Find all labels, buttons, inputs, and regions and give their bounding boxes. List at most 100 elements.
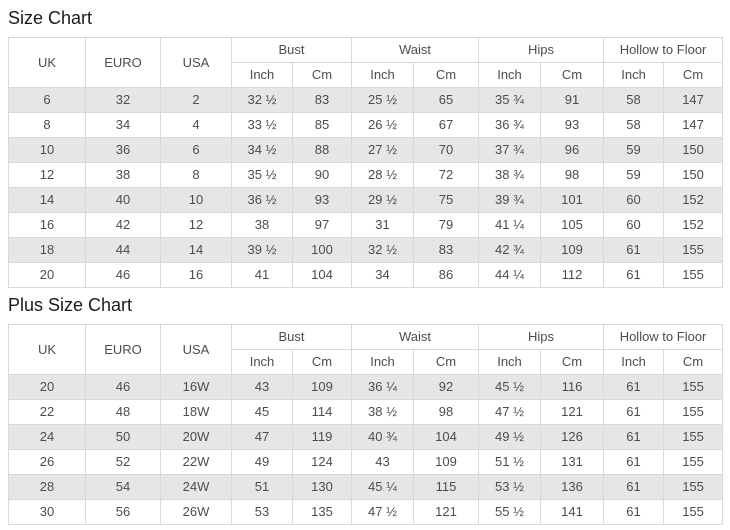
table-cell: 72	[413, 162, 480, 188]
header-hollow-to-floor: Hollow to Floor	[603, 324, 724, 350]
table-cell: 96	[540, 137, 605, 163]
table-row: 24 50 20W 47 119 40 ¾ 104 49 ½ 126 61 155	[8, 424, 724, 450]
table-cell: 22W	[160, 449, 232, 475]
table-cell: 46	[85, 262, 161, 288]
header-waist: Waist	[351, 324, 480, 350]
table-cell: 45 ½	[478, 374, 542, 400]
header-waist-cm: Cm	[413, 349, 480, 375]
table-cell: 124	[291, 449, 353, 475]
table-cell: 100	[291, 237, 353, 263]
header-bust: Bust	[230, 37, 353, 63]
table-cell: 53 ½	[478, 474, 542, 500]
header-euro: EURO	[85, 37, 161, 88]
table-cell: 41	[231, 262, 293, 288]
table-cell: 45 ¼	[351, 474, 415, 500]
table-cell: 79	[413, 212, 480, 238]
header-usa: USA	[160, 37, 232, 88]
table-cell: 147	[663, 112, 724, 138]
header-waist-inch: Inch	[351, 349, 415, 375]
table-cell: 155	[663, 424, 724, 450]
table-cell: 12	[160, 212, 232, 238]
table-cell: 55 ½	[478, 499, 542, 525]
table-cell: 43	[351, 449, 415, 475]
table-cell: 47	[231, 424, 293, 450]
table-cell: 155	[663, 474, 724, 500]
table-cell: 116	[540, 374, 605, 400]
table-cell: 36 ¼	[351, 374, 415, 400]
table-cell: 8	[160, 162, 232, 188]
plus-size-chart-table: UK EURO USA Bust Waist Hips Hollow to Fl…	[8, 324, 724, 525]
table-row: 22 48 18W 45 114 38 ½ 98 47 ½ 121 61 155	[8, 399, 724, 425]
header-bust-inch: Inch	[231, 349, 293, 375]
table-cell: 104	[413, 424, 480, 450]
table-cell: 109	[291, 374, 353, 400]
table-cell: 37 ¾	[478, 137, 542, 163]
table-cell: 33 ½	[231, 112, 293, 138]
table-cell: 52	[85, 449, 161, 475]
table-cell: 40 ¾	[351, 424, 415, 450]
table-cell: 88	[291, 137, 353, 163]
table-cell: 28 ½	[351, 162, 415, 188]
table-cell: 36 ¾	[478, 112, 542, 138]
table-cell: 54	[85, 474, 161, 500]
table-cell: 43	[231, 374, 293, 400]
table-cell: 61	[603, 449, 665, 475]
table-row: 30 56 26W 53 135 47 ½ 121 55 ½ 141 61 155	[8, 499, 724, 525]
table-cell: 98	[413, 399, 480, 425]
table-cell: 152	[663, 212, 724, 238]
table-cell: 18W	[160, 399, 232, 425]
table-cell: 32	[85, 87, 161, 113]
header-unit-row: Inch Cm Inch Cm Inch Cm Inch Cm	[9, 62, 724, 88]
table-row: 26 52 22W 49 124 43 109 51 ½ 131 61 155	[8, 449, 724, 475]
table-row: 20 46 16 41 104 34 86 44 ¼ 112 61 155	[8, 262, 724, 288]
table-cell: 49	[231, 449, 293, 475]
table-cell: 30	[8, 499, 86, 525]
table-cell: 93	[540, 112, 605, 138]
table-cell: 10	[8, 137, 86, 163]
size-chart-body: 6 32 2 32 ½ 83 25 ½ 65 35 ¾ 91 58 147 8 34 4 33 ½ 85 26 …	[8, 87, 724, 288]
header-usa: USA	[160, 324, 232, 375]
table-cell: 26W	[160, 499, 232, 525]
table-row: 20 46 16W 43 109 36 ¼ 92 45 ½ 116 61 155	[8, 374, 724, 400]
table-cell: 58	[603, 112, 665, 138]
table-cell: 22	[8, 399, 86, 425]
table-cell: 51 ½	[478, 449, 542, 475]
table-cell: 92	[413, 374, 480, 400]
table-cell: 24	[8, 424, 86, 450]
table-cell: 46	[85, 374, 161, 400]
table-cell: 10	[160, 187, 232, 213]
table-cell: 41 ¼	[478, 212, 542, 238]
table-cell: 59	[603, 137, 665, 163]
table-cell: 150	[663, 162, 724, 188]
table-cell: 61	[603, 237, 665, 263]
table-cell: 97	[291, 212, 353, 238]
table-cell: 59	[603, 162, 665, 188]
table-cell: 70	[413, 137, 480, 163]
header-hips-inch: Inch	[478, 62, 542, 88]
header-htf-inch: Inch	[603, 62, 665, 88]
table-row: 14 40 10 36 ½ 93 29 ½ 75 39 ¾ 101 60 152	[8, 187, 724, 213]
table-cell: 155	[663, 449, 724, 475]
table-cell: 105	[540, 212, 605, 238]
table-cell: 26 ½	[351, 112, 415, 138]
table-cell: 16	[8, 212, 86, 238]
header-htf-cm: Cm	[663, 349, 724, 375]
header-hips-inch: Inch	[478, 349, 542, 375]
table-cell: 109	[540, 237, 605, 263]
header-bust-cm: Cm	[291, 349, 353, 375]
table-cell: 38	[85, 162, 161, 188]
table-cell: 42	[85, 212, 161, 238]
table-cell: 119	[291, 424, 353, 450]
table-cell: 90	[291, 162, 353, 188]
table-cell: 141	[540, 499, 605, 525]
table-cell: 109	[413, 449, 480, 475]
table-cell: 50	[85, 424, 161, 450]
table-cell: 18	[8, 237, 86, 263]
size-chart-table: UK EURO USA Bust Waist Hips Hollow to Fl…	[8, 37, 724, 288]
table-row: 6 32 2 32 ½ 83 25 ½ 65 35 ¾ 91 58 147	[8, 87, 724, 113]
header-htf-cm: Cm	[663, 62, 724, 88]
table-cell: 155	[663, 262, 724, 288]
table-cell: 121	[540, 399, 605, 425]
table-cell: 155	[663, 374, 724, 400]
